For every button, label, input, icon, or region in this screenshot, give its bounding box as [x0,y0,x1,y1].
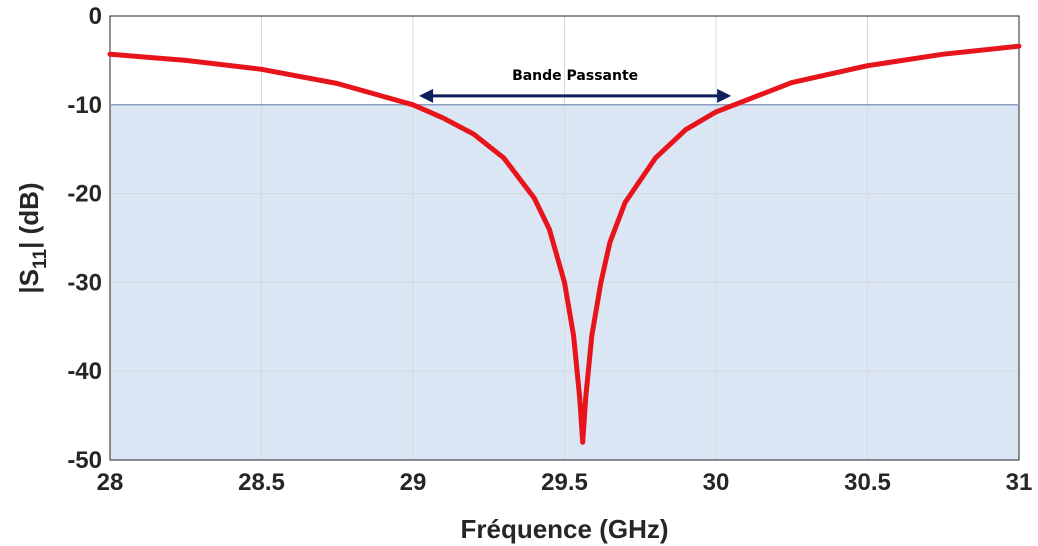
x-tick-label: 29 [400,469,427,496]
x-tick-label: 30.5 [844,469,891,496]
bandwidth-annotation: Bande Passante [419,68,731,103]
x-tick-label: 28.5 [238,469,285,496]
y-tick-label: 0 [89,3,102,30]
y-tick-label: -50 [67,447,102,474]
y-tick-label: -20 [67,181,102,208]
y-axis-label-pre: |S [14,269,44,294]
bandwidth-label: Bande Passante [512,68,638,84]
y-axis-label: |S11| (dB) [14,182,51,293]
arrow-head-left [419,89,433,103]
y-tick-label: -30 [67,269,102,296]
y-tick-labels: 0 -10 -20 -30 -40 -50 [67,3,102,474]
y-tick-label: -10 [67,92,102,119]
x-tick-label: 30 [703,469,730,496]
arrow-head-right [717,89,731,103]
x-tick-label: 31 [1006,469,1033,496]
y-axis-label-post: | (dB) [14,182,44,248]
x-axis-label: Fréquence (GHz) [460,514,668,544]
x-tick-labels: 28 28.5 29 29.5 30 30.5 31 [97,469,1033,496]
x-tick-label: 29.5 [541,469,588,496]
y-tick-label: -40 [67,358,102,385]
y-axis-label-sub: 11 [30,248,51,269]
